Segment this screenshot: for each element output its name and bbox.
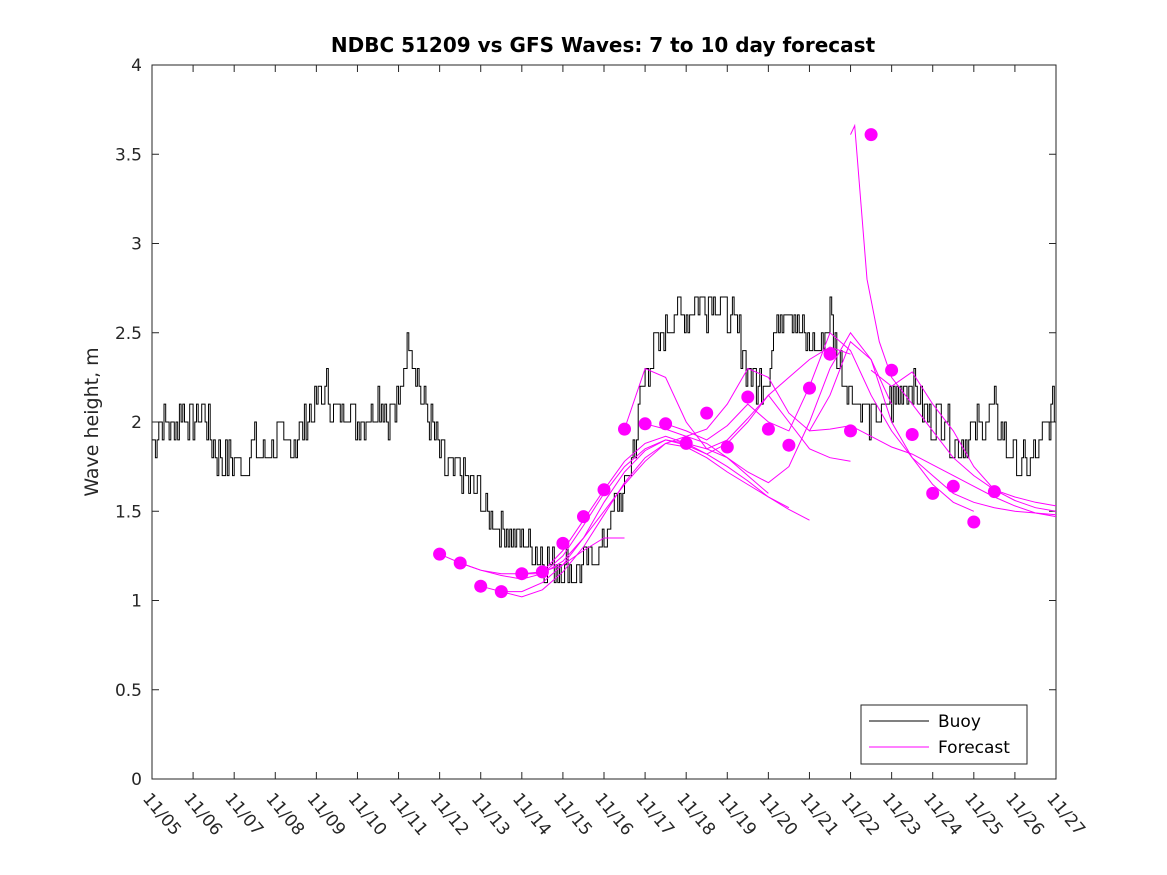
forecast-point bbox=[741, 390, 755, 404]
legend-forecast-label: Forecast bbox=[938, 738, 1010, 758]
forecast-point bbox=[761, 422, 775, 436]
forecast-point bbox=[453, 556, 467, 570]
forecast-point bbox=[700, 406, 714, 420]
forecast-point bbox=[433, 547, 447, 561]
y-tick-label: 1 bbox=[131, 592, 142, 612]
y-tick-label: 0 bbox=[131, 770, 142, 790]
forecast-point bbox=[638, 417, 652, 431]
forecast-point bbox=[597, 483, 611, 497]
forecast-point bbox=[844, 424, 857, 438]
forecast-point bbox=[823, 347, 837, 361]
forecast-point bbox=[659, 417, 673, 431]
plot-frame bbox=[151, 64, 1057, 780]
chart-title: NDBC 51209 vs GFS Waves: 7 to 10 day for… bbox=[331, 33, 876, 57]
forecast-point bbox=[577, 510, 590, 524]
series-layer bbox=[152, 123, 1057, 599]
forecast-point bbox=[905, 428, 919, 441]
forecast-point bbox=[679, 436, 693, 450]
y-axis-label: Wave height, m bbox=[81, 347, 103, 496]
legend: Buoy Forecast bbox=[860, 704, 1028, 765]
forecast-point bbox=[494, 585, 508, 599]
forecast-point bbox=[987, 485, 1001, 499]
forecast-series-line bbox=[542, 394, 851, 573]
legend-buoy-label: Buoy bbox=[938, 712, 981, 732]
forecast-point bbox=[782, 438, 796, 452]
forecast-point bbox=[803, 381, 816, 395]
forecast-point bbox=[926, 486, 940, 500]
forecast-series-line bbox=[665, 331, 1057, 516]
y-tick-label: 0.5 bbox=[115, 681, 142, 701]
forecast-series-line bbox=[850, 123, 1057, 507]
forecast-point bbox=[864, 128, 878, 142]
plot-area bbox=[151, 64, 1057, 780]
buoy-series-line bbox=[152, 296, 1055, 584]
forecast-series-line bbox=[501, 442, 810, 598]
y-tick-label: 4 bbox=[131, 56, 142, 76]
forecast-series-line bbox=[480, 439, 790, 593]
forecast-point bbox=[720, 440, 734, 454]
forecast-point bbox=[946, 479, 960, 493]
forecast-point bbox=[474, 579, 488, 593]
forecast-point bbox=[535, 565, 549, 579]
forecast-point bbox=[556, 536, 570, 550]
forecast-series-line bbox=[624, 331, 893, 484]
forecast-point bbox=[515, 567, 529, 581]
forecast-point bbox=[967, 515, 981, 529]
legend-box bbox=[860, 704, 1028, 765]
forecast-point bbox=[885, 363, 899, 377]
y-tick-label: 1.5 bbox=[115, 502, 142, 522]
y-tick-label: 3 bbox=[131, 235, 142, 255]
y-tick-label: 3.5 bbox=[115, 145, 142, 165]
forecast-series-line bbox=[870, 369, 1057, 512]
y-tick-label: 2 bbox=[131, 413, 142, 433]
forecast-point bbox=[618, 422, 631, 436]
y-tick-label: 2.5 bbox=[115, 324, 142, 344]
